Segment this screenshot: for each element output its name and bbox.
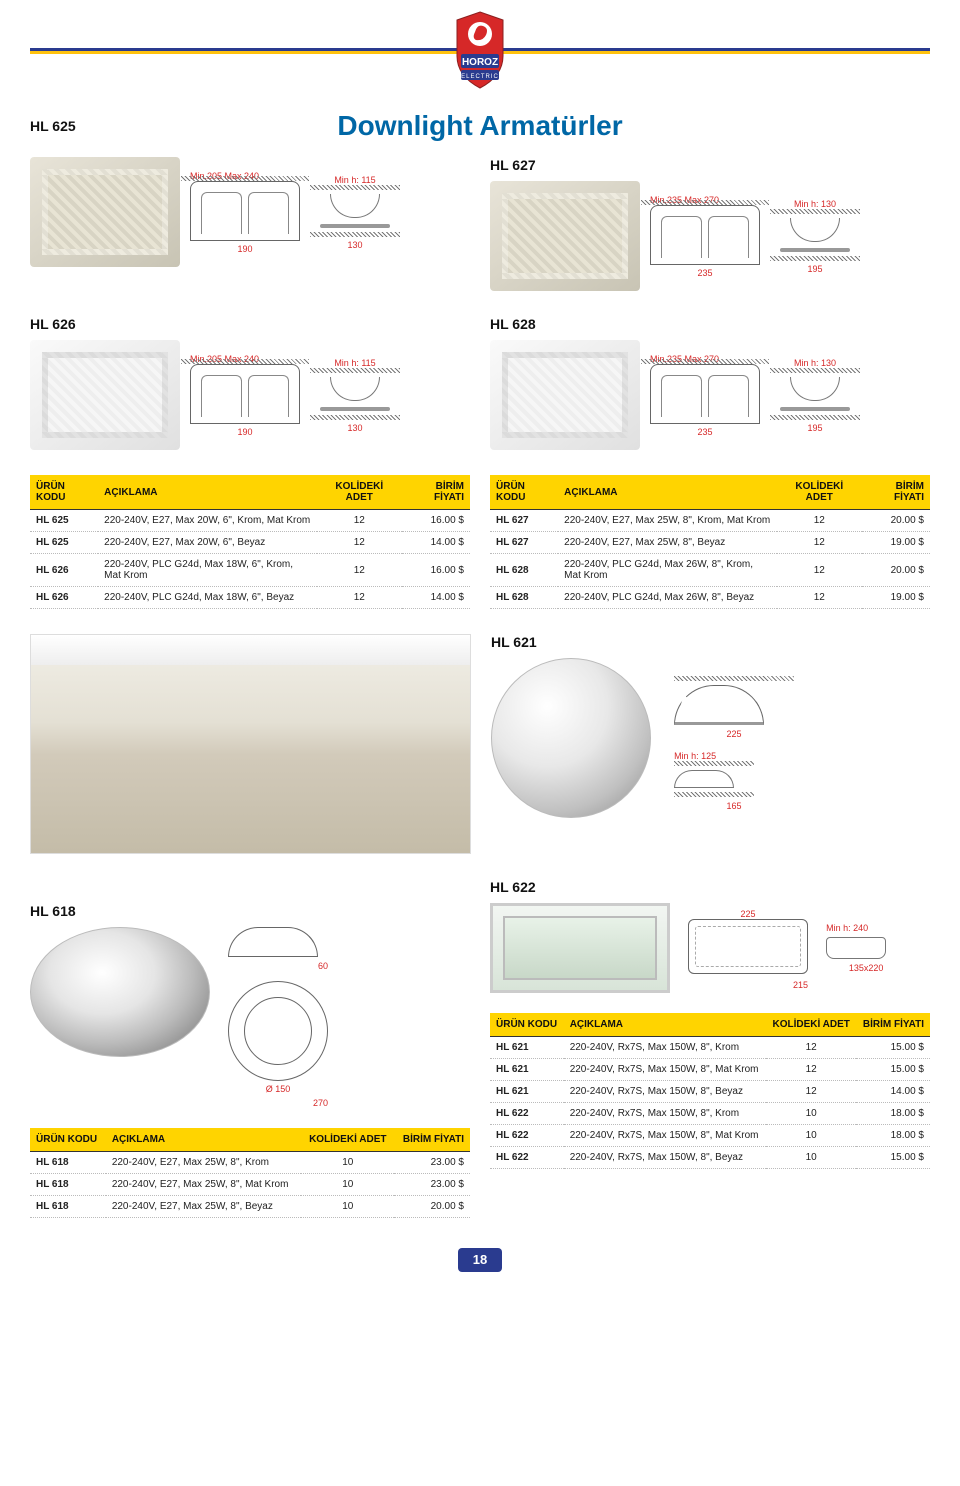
hl622-photo [490, 903, 670, 993]
table-row: HL 622220-240V, Rx7S, Max 150W, 8", Krom… [490, 1103, 930, 1125]
table-row: HL 621220-240V, Rx7S, Max 150W, 8", Krom… [490, 1037, 930, 1059]
svg-text:ELECTRIC: ELECTRIC [461, 74, 499, 80]
hl628-photo [490, 340, 640, 450]
th-desc: AÇIKLAMA [98, 475, 317, 510]
hl627-dimensions: Min.235 Max.270 235 Min h: 130 195 [650, 195, 930, 278]
hl625-dimensions: Min.205 Max.240 190 Min h: 115 130 [190, 171, 470, 254]
table-row: HL 618220-240V, E27, Max 25W, 8", Krom10… [30, 1152, 470, 1174]
table-row: HL 628220-240V, PLC G24d, Max 26W, 8", K… [490, 554, 930, 587]
hl626-photo [30, 340, 180, 450]
hl621-dimensions: 225 Min h: 125 165 [674, 676, 794, 811]
table-row: HL 627220-240V, E27, Max 25W, 8", Krom, … [490, 510, 930, 532]
mid-row: HL 621 225 Min h: 125 165 [30, 634, 930, 854]
bottom-row: HL 618 60 Ø 150 270 ÜRÜN KODU AÇIKLAMA K… [30, 903, 930, 1218]
table-hl625-626: ÜRÜN KODU AÇIKLAMA KOLİDEKİ ADET BİRİM F… [30, 475, 470, 609]
hl621-label: HL 621 [491, 634, 930, 650]
hl628-dimensions: Min.235 Max.270 235 Min h: 130 195 [650, 354, 930, 437]
brand-logo: HOROZ ELECTRIC [445, 10, 515, 90]
catalog-page: HOROZ ELECTRIC HL 625 Downlight Armatürl… [0, 0, 960, 1302]
table-row: HL 622220-240V, Rx7S, Max 150W, 8", Beya… [490, 1147, 930, 1169]
hl626-label: HL 626 [30, 316, 470, 332]
table-row: HL 627220-240V, E27, Max 25W, 8", Beyaz1… [490, 532, 930, 554]
product-row-2: HL 626 Min.205 Max.240 190 Min h: 115 13… [30, 316, 930, 450]
table-row: HL 626220-240V, PLC G24d, Max 18W, 6", K… [30, 554, 470, 587]
table-row: HL 618220-240V, E27, Max 25W, 8", Mat Kr… [30, 1174, 470, 1196]
table-row: HL 621220-240V, Rx7S, Max 150W, 8", Mat … [490, 1059, 930, 1081]
hl622-section: Min h: 240 135x220 [826, 923, 906, 973]
table-row: HL 628220-240V, PLC G24d, Max 26W, 8", B… [490, 587, 930, 609]
hl627-label: HL 627 [490, 157, 930, 173]
left-product-code: HL 625 [30, 118, 120, 134]
page-number: 18 [458, 1248, 502, 1272]
table-row: HL 625220-240V, E27, Max 20W, 6", Krom, … [30, 510, 470, 532]
table-hl621-622: ÜRÜN KODU AÇIKLAMA KOLİDEKİ ADET BİRİM F… [490, 1013, 930, 1169]
table-row: HL 626220-240V, PLC G24d, Max 18W, 6", B… [30, 587, 470, 609]
th-qty: KOLİDEKİ ADET [317, 475, 402, 510]
table-hl618: ÜRÜN KODU AÇIKLAMA KOLİDEKİ ADET BİRİM F… [30, 1128, 470, 1218]
table-hl627-628: ÜRÜN KODU AÇIKLAMA KOLİDEKİ ADET BİRİM F… [490, 475, 930, 609]
environment-photo [30, 634, 471, 854]
table-row: HL 618220-240V, E27, Max 25W, 8", Beyaz1… [30, 1196, 470, 1218]
hl625-photo [30, 157, 180, 267]
table-row: HL 622220-240V, Rx7S, Max 150W, 8", Mat … [490, 1125, 930, 1147]
hl626-dimensions: Min.205 Max.240 190 Min h: 115 130 [190, 354, 470, 437]
th-code: ÜRÜN KODU [30, 475, 98, 510]
title-row: HL 625 Downlight Armatürler . [30, 110, 930, 142]
hl618-label: HL 618 [30, 903, 470, 919]
hl627-photo [490, 181, 640, 291]
hl628-label: HL 628 [490, 316, 930, 332]
hl622-dimensions: 225 215 [688, 906, 808, 990]
hl621-photo [491, 658, 651, 818]
hl618-dimensions: 60 Ø 150 270 [228, 927, 328, 1108]
th-price: BİRİM FİYATI [402, 475, 470, 510]
product-row-1: Min.205 Max.240 190 Min h: 115 130 HL 62… [30, 157, 930, 291]
hl622-label: HL 622 [490, 879, 930, 895]
hl618-photo [30, 927, 210, 1057]
svg-text:HOROZ: HOROZ [462, 57, 498, 68]
top-header: HOROZ ELECTRIC [30, 0, 930, 90]
page-title: Downlight Armatürler [337, 110, 622, 142]
table-row: HL 625220-240V, E27, Max 20W, 6", Beyaz1… [30, 532, 470, 554]
table-row: HL 621220-240V, Rx7S, Max 150W, 8", Beya… [490, 1081, 930, 1103]
